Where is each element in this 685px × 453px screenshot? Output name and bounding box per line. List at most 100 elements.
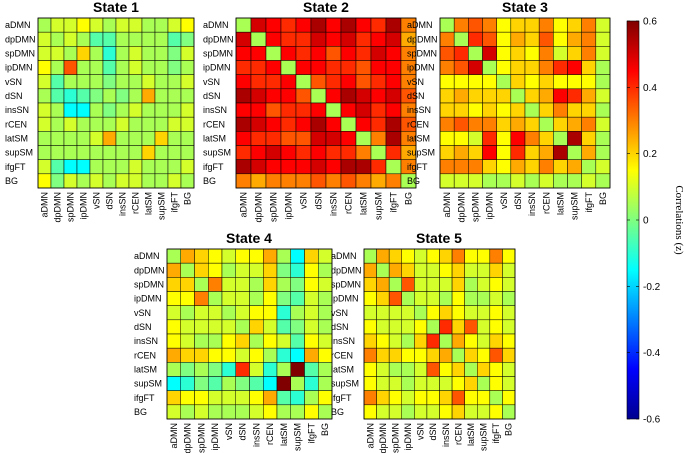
heatmap-cell	[166, 362, 181, 377]
heatmap-cell	[141, 173, 156, 189]
heatmap-cell	[235, 116, 252, 132]
heatmap-cell	[477, 262, 491, 278]
heatmap-cell	[477, 277, 491, 292]
heatmap-cell	[595, 88, 611, 104]
heatmap-cell	[581, 131, 597, 146]
heatmap-cell	[477, 376, 491, 391]
column-label: latSM	[359, 192, 369, 215]
heatmap-cell	[376, 305, 390, 321]
heatmap-cell	[180, 347, 195, 363]
row-label: dpDMN	[407, 34, 438, 44]
heatmap-cell	[235, 17, 252, 33]
column-label: ifgFT	[170, 192, 180, 213]
heatmap-cell	[439, 362, 453, 377]
heatmap-cell	[325, 102, 342, 118]
heatmap-cell	[280, 131, 297, 146]
heatmap-cell	[414, 319, 428, 335]
heatmap-cell	[180, 159, 195, 175]
column-label: BG	[183, 192, 193, 205]
heatmap-cell	[102, 17, 117, 33]
heatmap-cell	[128, 159, 143, 175]
heatmap-cell	[154, 159, 169, 175]
heatmap-cell	[141, 46, 156, 61]
heatmap-cell	[295, 145, 312, 160]
heatmap-cell	[76, 31, 91, 47]
column-label: latSM	[555, 192, 565, 215]
heatmap-cell	[355, 31, 372, 47]
heatmap-cell	[208, 376, 223, 391]
column-label: ipDMN	[485, 192, 495, 220]
column-label: latSM	[279, 423, 289, 446]
heatmap-cell	[510, 116, 526, 132]
heatmap-cell	[76, 46, 91, 61]
heatmap-cell	[553, 159, 568, 175]
heatmap-cell	[295, 159, 312, 175]
heatmap-cell	[468, 173, 483, 189]
heatmap-cell	[388, 333, 403, 349]
heatmap-cell	[295, 74, 312, 90]
heatmap-cell	[325, 17, 342, 33]
row-label: rCEN	[407, 119, 429, 129]
heatmap-frame	[37, 17, 195, 189]
column-label: dSN	[428, 423, 438, 441]
row-label: ipDMN	[134, 294, 162, 304]
row-label: dSN	[5, 91, 23, 101]
heatmap-cell	[477, 404, 491, 420]
heatmap-cell	[496, 60, 512, 75]
column-label: dpDMN	[254, 192, 264, 223]
column-label: insSN	[251, 423, 261, 447]
heatmap-cell	[385, 17, 402, 33]
heatmap-cell	[524, 88, 540, 104]
heatmap-cell	[141, 60, 156, 75]
heatmap-cell	[37, 17, 52, 33]
heatmap-cell	[553, 31, 568, 47]
heatmap-cell	[235, 376, 250, 391]
heatmap-cell	[581, 88, 597, 104]
heatmap-cell	[235, 31, 252, 47]
heatmap-cell	[538, 74, 554, 90]
column-label: spDMN	[66, 192, 76, 222]
heatmap-cell	[510, 131, 526, 146]
heatmap-cell	[464, 319, 478, 335]
heatmap-cell	[249, 262, 264, 278]
row-label: supSM	[407, 148, 435, 158]
column-label: aDMN	[239, 192, 249, 218]
heatmap-cell	[426, 347, 440, 363]
heatmap-cell	[63, 116, 78, 132]
heatmap-cell	[141, 159, 156, 175]
heatmap-cell	[414, 404, 428, 420]
heatmap-cell	[167, 116, 182, 132]
heatmap-cell	[482, 102, 497, 118]
heatmap-cell	[553, 88, 568, 104]
heatmap-cell	[63, 17, 78, 33]
heatmap-cell	[128, 145, 143, 160]
heatmap-cell	[115, 145, 130, 160]
row-label: aDMN	[5, 20, 31, 30]
colorbar-tick-label: 0.2	[643, 149, 657, 160]
heatmap-cell	[496, 88, 512, 104]
heatmap-cell	[89, 74, 104, 90]
heatmap-cell	[370, 116, 387, 132]
heatmap-cell	[538, 31, 554, 47]
heatmap-cell	[439, 305, 453, 321]
heatmap-cell	[154, 102, 169, 118]
heatmap-cell	[37, 131, 52, 146]
heatmap-cell	[595, 60, 611, 75]
heatmap-cell	[453, 145, 469, 160]
heatmap-cell	[128, 173, 143, 189]
heatmap-cell	[263, 319, 278, 335]
heatmap-cell	[141, 116, 156, 132]
heatmap-cell	[477, 248, 491, 264]
heatmap-cell	[194, 390, 209, 406]
row-label: dSN	[407, 91, 425, 101]
heatmap-cell	[388, 305, 403, 321]
column-label: supSM	[157, 192, 167, 220]
heatmap-cell	[482, 88, 497, 104]
heatmap-cell	[304, 319, 319, 335]
heatmap-cell	[167, 131, 182, 146]
heatmap-cell	[50, 60, 65, 75]
heatmap-cell	[453, 116, 469, 132]
heatmap-cell	[363, 390, 377, 406]
heatmap-cell	[180, 277, 195, 292]
heatmap-cell	[482, 17, 497, 33]
